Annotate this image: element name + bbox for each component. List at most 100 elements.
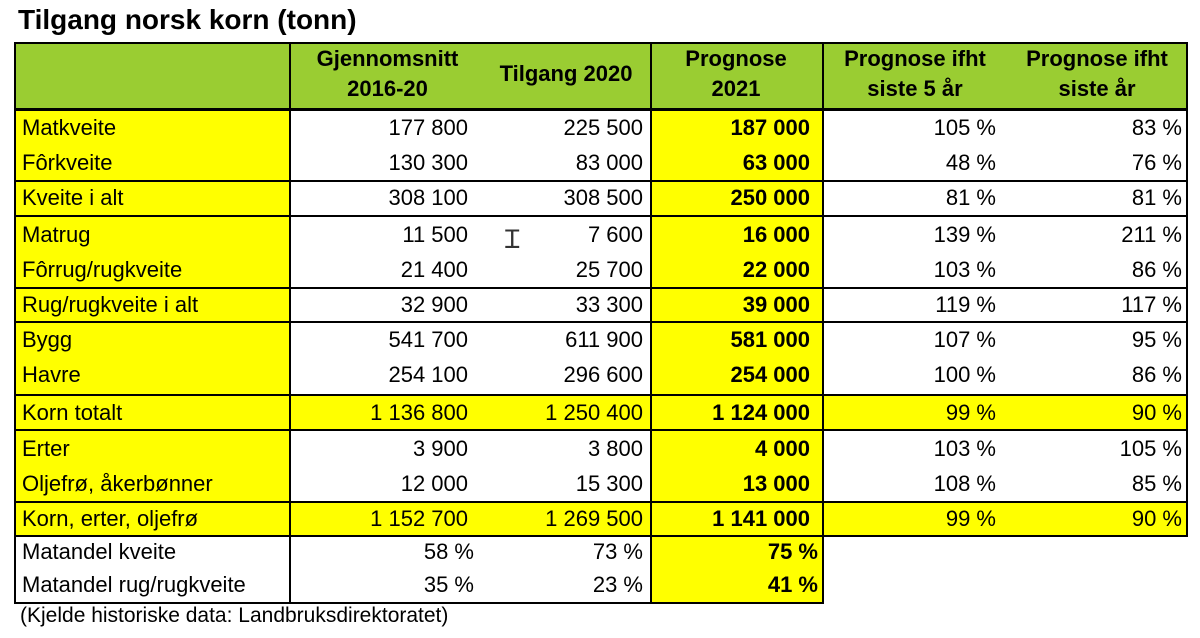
cell-avg: 3 900 <box>412 436 468 461</box>
cell-avg: 308 100 <box>388 185 468 210</box>
total-row-fill <box>16 396 1186 430</box>
cell-vs-last-year: 86 % <box>1131 257 1182 282</box>
cell-vs-5yr: 105 % <box>933 115 996 140</box>
cell-vs-5yr: 99 % <box>945 506 996 531</box>
cell-2020: 296 600 <box>563 362 643 387</box>
cell-2020: 7 600 <box>587 222 643 247</box>
cell-avg: 1 152 700 <box>370 506 468 531</box>
cell-avg: 32 900 <box>400 292 468 317</box>
cell-vs-last-year: 85 % <box>1131 471 1182 496</box>
cell-avg: 21 400 <box>400 257 468 282</box>
cell-vs-last-year: 211 % <box>1121 222 1182 247</box>
row-label: Korn totalt <box>22 400 123 425</box>
table-header <box>14 42 1188 110</box>
share-label: Matandel kveite <box>22 539 177 564</box>
cell-2020: 3 800 <box>587 436 643 461</box>
grid-line <box>14 321 1188 323</box>
cell-avg: 130 300 <box>388 150 468 175</box>
row-label: Kveite i alt <box>22 185 124 210</box>
cell-2020: 15 300 <box>575 471 643 496</box>
cell-vs-last-year: 76 % <box>1131 150 1182 175</box>
cell-forecast: 16 000 <box>742 222 810 247</box>
cell-2020: 611 900 <box>565 327 643 352</box>
grid-line <box>14 287 1188 289</box>
cell-vs-5yr: 99 % <box>945 400 996 425</box>
grid-line <box>14 535 1188 537</box>
grid-line <box>14 42 16 604</box>
cell-vs-last-year: 90 % <box>1131 400 1182 425</box>
grid-line <box>289 42 291 604</box>
share-label: Matandel rug/rugkveite <box>22 572 246 597</box>
cell-vs-5yr: 107 % <box>933 327 996 352</box>
cell-vs-5yr: 81 % <box>945 185 996 210</box>
cell-forecast: 187 000 <box>730 115 810 140</box>
text-cursor-icon: Ɪ <box>505 225 520 255</box>
cell-vs-last-year: 90 % <box>1131 506 1182 531</box>
grand-total-row-fill <box>16 503 1186 536</box>
cell-vs-last-year: 117 % <box>1121 292 1182 317</box>
cell-avg: 1 136 800 <box>370 400 468 425</box>
cell-forecast: 1 141 000 <box>712 506 810 531</box>
cell-2020: 308 500 <box>563 185 643 210</box>
share-avg: 35 % <box>423 572 474 597</box>
cell-vs-last-year: 95 % <box>1131 327 1182 352</box>
page-title: Tilgang norsk korn (tonn) <box>18 4 357 35</box>
cell-avg: 11 500 <box>402 222 468 247</box>
row-label: Matkveite <box>22 115 117 140</box>
row-label: Fôrrug/rugkveite <box>22 257 183 282</box>
cell-forecast: 581 000 <box>730 327 810 352</box>
grid-line <box>14 602 824 604</box>
share-forecast: 41 % <box>767 572 818 597</box>
row-label: Havre <box>22 362 81 387</box>
header-vs-5yr: Prognose ifht siste 5 år <box>844 46 986 101</box>
cell-2020: 25 700 <box>575 257 643 282</box>
cell-2020: 1 269 500 <box>545 506 643 531</box>
header-forecast: Prognose 2021 <box>685 46 787 101</box>
cell-vs-5yr: 139 % <box>933 222 996 247</box>
cell-vs-5yr: 108 % <box>933 471 996 496</box>
source-note: (Kjelde historiske data: Landbruksdirekt… <box>20 604 449 627</box>
cell-vs-5yr: 119 % <box>935 292 996 317</box>
cell-2020: 1 250 400 <box>545 400 643 425</box>
row-label: Bygg <box>22 327 73 352</box>
cell-vs-5yr: 103 % <box>933 436 996 461</box>
share-2020: 23 % <box>592 572 643 597</box>
grid-line <box>14 501 1188 503</box>
grid-line <box>14 109 1188 111</box>
row-label: Oljefrø, åkerbønner <box>22 471 213 496</box>
cell-forecast: 63 000 <box>742 150 810 175</box>
grid-line <box>1186 42 1188 536</box>
header-2020: Tilgang 2020 <box>499 61 633 86</box>
row-label: Rug/rugkveite i alt <box>22 292 199 317</box>
grid-line <box>650 42 652 604</box>
row-label: Matrug <box>22 222 91 247</box>
grid-line <box>14 394 1188 396</box>
header-vs-last-year: Prognose ifht siste år <box>1026 46 1168 101</box>
cell-forecast: 39 000 <box>742 292 810 317</box>
grid-line <box>822 42 824 604</box>
header-average: Gjennomsnitt 2016-20 <box>316 46 459 101</box>
cell-avg: 177 800 <box>388 115 468 140</box>
cell-vs-5yr: 103 % <box>933 257 996 282</box>
cell-vs-last-year: 81 % <box>1131 185 1182 210</box>
share-forecast: 75 % <box>767 539 818 564</box>
row-label: Fôrkveite <box>22 150 113 175</box>
grid-line <box>14 429 1188 431</box>
cell-forecast: 1 124 000 <box>712 400 810 425</box>
cell-vs-last-year: 86 % <box>1131 362 1182 387</box>
share-avg: 58 % <box>423 539 474 564</box>
share-2020: 73 % <box>592 539 643 564</box>
cell-2020: 225 500 <box>563 115 643 140</box>
cell-2020: 33 300 <box>575 292 643 317</box>
cell-vs-last-year: 83 % <box>1131 115 1182 140</box>
cell-avg: 12 000 <box>400 471 468 496</box>
grid-line <box>14 180 1188 182</box>
cell-avg: 541 700 <box>388 327 468 352</box>
row-label: Korn, erter, oljefrø <box>22 506 199 531</box>
cell-vs-5yr: 100 % <box>933 362 996 387</box>
cell-vs-5yr: 48 % <box>945 150 996 175</box>
grid-line <box>14 215 1188 217</box>
cell-2020: 83 000 <box>575 150 643 175</box>
cell-forecast: 13 000 <box>742 471 810 496</box>
cell-forecast: 22 000 <box>742 257 810 282</box>
